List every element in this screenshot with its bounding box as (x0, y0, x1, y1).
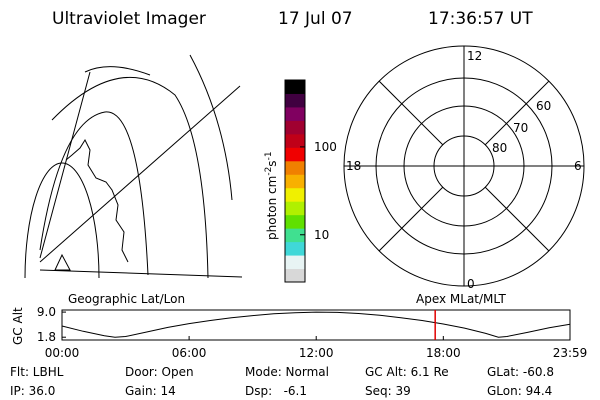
color-step (285, 80, 305, 94)
color-step (285, 228, 305, 243)
color-step (285, 241, 305, 256)
info-field: Door: Open (125, 365, 194, 379)
lat-line (51, 76, 209, 279)
orbit-plot: 00:00 06:00 12:00 18:00 23:59 9.0 1.8 (37, 305, 587, 360)
info-field: GLon: 94.4 (487, 384, 552, 398)
info-field: Dsp: -6.1 (245, 384, 307, 398)
axis (484, 80, 550, 146)
color-step (285, 106, 305, 121)
altitude-line (61, 311, 571, 338)
time: 17:36:57 UT (428, 9, 533, 29)
mlt-label: 0 (467, 277, 475, 291)
meridian (39, 85, 241, 263)
y-tick-label: 9.0 (37, 305, 56, 319)
meridian (39, 269, 243, 278)
map-label: Apex MLat/MLT (416, 292, 506, 306)
axis (484, 186, 550, 252)
color-step (285, 268, 305, 283)
colorbar: 10 100 (284, 79, 337, 283)
lat-line (39, 111, 149, 276)
axis (378, 186, 444, 252)
color-step (285, 93, 305, 108)
lat-label: 60 (536, 99, 551, 113)
colorbar-label: photon cm-2s-1 (264, 151, 279, 240)
polar-plot: 12 18 6 0 60 70 80 (343, 45, 585, 291)
map-label: Geographic Lat/Lon (68, 292, 185, 306)
color-step (285, 133, 305, 148)
mlt-label: 12 (467, 49, 482, 63)
meridian (39, 71, 91, 259)
color-step (285, 187, 305, 202)
info-field: Seq: 39 (365, 384, 411, 398)
lat-label: 70 (513, 121, 528, 135)
lat-line (189, 54, 233, 201)
date: 17 Jul 07 (278, 9, 353, 29)
x-tick-label: 00:00 (45, 346, 80, 360)
info-panel: Flt: LBHL Door: Open Mode: Normal GC Alt: 6… (10, 365, 554, 398)
unit: s (265, 160, 279, 166)
pole-marker (54, 253, 71, 271)
info-field: Mode: Normal (245, 365, 329, 379)
color-step (285, 120, 305, 135)
tick-label: 100 (314, 140, 337, 154)
y-axis-label: GC Alt (11, 307, 25, 345)
color-step (285, 160, 305, 175)
mlt-label: 18 (346, 159, 361, 173)
color-step (285, 201, 305, 216)
x-tick-label: 23:59 (553, 346, 588, 360)
unit: photon cm (265, 176, 279, 240)
info-field: GLat: -60.8 (487, 365, 554, 379)
color-step (285, 147, 305, 162)
mlt-label: 6 (574, 159, 582, 173)
color-step (285, 174, 305, 189)
color-step (285, 255, 305, 270)
info-field: Flt: LBHL (10, 365, 64, 379)
x-tick-label: 18:00 (426, 346, 461, 360)
title: Ultraviolet Imager (52, 9, 206, 29)
x-tick-label: 06:00 (172, 346, 207, 360)
info-field: Gain: 14 (125, 384, 176, 398)
info-field: GC Alt: 6.1 Re (365, 365, 449, 379)
lat-line (24, 162, 100, 279)
x-tick-label: 12:00 (299, 346, 334, 360)
exponent: -1 (264, 151, 274, 160)
y-tick-label: 1.8 (37, 330, 56, 344)
lat-label: 80 (492, 141, 507, 155)
color-step (285, 214, 305, 229)
lat-line (84, 66, 151, 76)
exponent: -2 (264, 167, 274, 176)
colorbar-frame (284, 79, 306, 283)
coastline (65, 138, 129, 263)
axis (378, 80, 444, 146)
info-field: IP: 36.0 (10, 384, 55, 398)
tick-label: 10 (314, 228, 329, 242)
geographic-map (24, 54, 243, 279)
